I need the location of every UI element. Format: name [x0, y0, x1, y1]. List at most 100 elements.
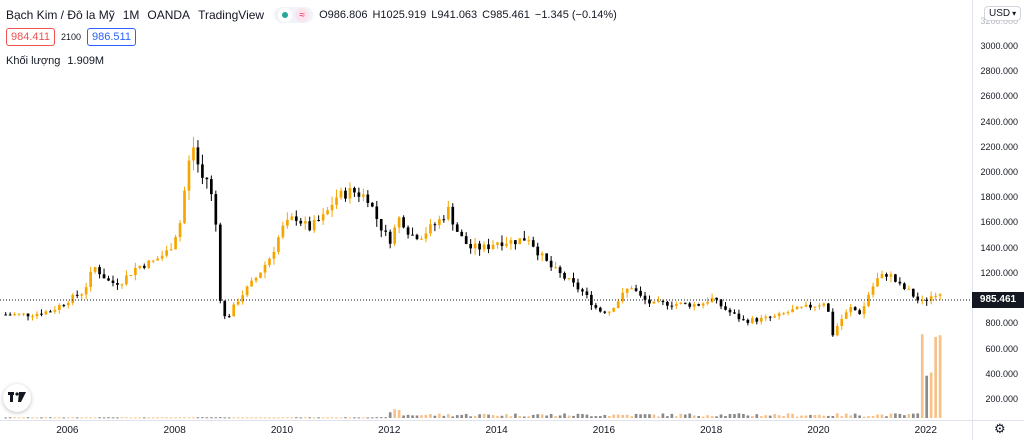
volume-bar [706, 415, 709, 418]
volume-bar [585, 414, 589, 418]
interval-label[interactable]: 1M [122, 8, 140, 22]
candle-body [527, 240, 531, 242]
ohlc-low: L941.063 [431, 9, 478, 21]
candle-body [746, 319, 750, 323]
volume-bar [460, 414, 464, 418]
candle-body [348, 188, 352, 199]
candle-body [53, 310, 57, 312]
volume-bar [227, 417, 231, 419]
candle-body [93, 267, 97, 272]
candle-body [536, 246, 540, 256]
price-tick-label: 2800.000 [980, 66, 1018, 77]
candle-body [8, 314, 12, 316]
candle-body [31, 316, 34, 318]
candle-body [652, 301, 656, 304]
volume-bar [505, 414, 508, 418]
candle-body [44, 311, 48, 315]
volume-bar [160, 417, 164, 419]
platform-label: TradingView [198, 8, 265, 22]
volume-bar [795, 416, 799, 418]
candle-body [13, 314, 16, 316]
volume-bar [455, 415, 459, 418]
candle-body [455, 224, 459, 232]
volume-bar [522, 416, 526, 418]
price-axis[interactable]: 3200.0003000.0002800.0002600.0002400.000… [972, 0, 1024, 420]
candle-body [57, 305, 61, 311]
sell-price-button[interactable]: 984.411 [6, 28, 55, 46]
volume-bar [728, 413, 732, 418]
volume-bar [804, 415, 808, 418]
chart-pane[interactable] [0, 0, 972, 420]
candle-body [133, 268, 137, 276]
time-tick-label: 2022 [914, 425, 937, 436]
volume-bar [768, 415, 772, 418]
candle-body [160, 255, 164, 259]
volume-bar [223, 417, 227, 419]
last-price-label: 985.461 [972, 291, 1024, 308]
symbol-title[interactable]: Bạch Kim / Đô la Mỹ [6, 8, 115, 22]
time-axis[interactable]: 2006 2008 2010 2012 2014 2016 2018 2020 2022 [0, 420, 972, 440]
candle-body [849, 307, 853, 313]
volume-bar [742, 414, 745, 418]
candle-body [558, 267, 562, 274]
candle-body [366, 194, 370, 203]
candle-body [424, 233, 428, 239]
tradingview-logo-icon[interactable] [3, 384, 31, 412]
currency-button[interactable]: USD ▾ [984, 6, 1022, 21]
volume-bar [290, 417, 294, 419]
candle-body [710, 297, 714, 302]
volume-bar [491, 415, 495, 418]
candle-body [40, 313, 43, 315]
candle-body [125, 275, 128, 285]
volume-bar [26, 417, 30, 419]
market-status[interactable]: ≈ [274, 7, 314, 23]
candle-body [768, 316, 772, 318]
candle-body [259, 272, 262, 278]
candle-body [567, 278, 571, 280]
volume-bar [478, 414, 481, 418]
candle-body [263, 264, 267, 273]
volume-bar [169, 417, 173, 419]
candle-body [107, 278, 110, 281]
buy-price-button[interactable]: 986.511 [86, 28, 136, 46]
broker-label[interactable]: OANDA [147, 8, 191, 22]
candle-body [809, 304, 812, 308]
volume-bar [581, 414, 584, 418]
candle-body [598, 307, 602, 312]
candle-body [451, 206, 455, 225]
volume-bar [80, 417, 84, 419]
volume-bar [406, 414, 410, 418]
volume-bar [938, 335, 942, 418]
ohlc-close: C985.461 [482, 9, 530, 21]
candle-body [697, 304, 701, 306]
candle-body [670, 305, 674, 307]
candle-body [576, 282, 580, 290]
volume-bar [156, 417, 160, 419]
price-tick-label: 200.000 [985, 393, 1018, 404]
volume-bar [335, 417, 338, 419]
candle-body [831, 311, 835, 336]
volume-bar [572, 415, 575, 418]
candle-body [777, 313, 781, 317]
candle-body [938, 294, 942, 296]
candle-body [102, 274, 106, 279]
candle-body [871, 286, 875, 295]
candle-body [22, 313, 25, 315]
candle-body [353, 188, 356, 193]
time-tick-label: 2014 [485, 425, 508, 436]
volume-bar [862, 416, 866, 418]
candle-body [531, 240, 535, 247]
candle-body [397, 217, 401, 228]
volume-bar [849, 415, 853, 418]
price-chart[interactable] [0, 0, 972, 420]
ohlc-open: O986.806 [319, 9, 368, 21]
volume-bar [750, 416, 754, 418]
candle-body [540, 253, 544, 256]
volume-bar [509, 416, 513, 418]
volume-legend[interactable]: Khối lượng 1.909M [6, 55, 104, 67]
candle-body [17, 313, 21, 315]
volume-bar [469, 416, 473, 418]
candle-body [889, 274, 893, 277]
gear-icon[interactable]: ⚙ [994, 421, 1006, 436]
volume-bar [111, 417, 115, 419]
